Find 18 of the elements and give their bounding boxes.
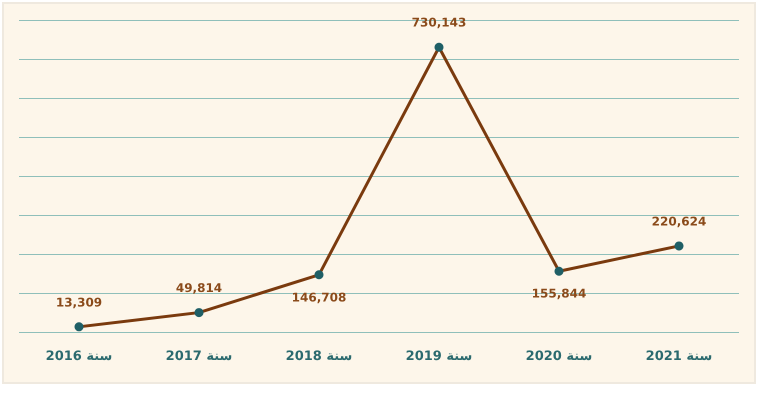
x-tick-label: سنة 2019 xyxy=(406,349,472,364)
data-label: 155,844 xyxy=(532,286,586,301)
x-tick-label: سنة 2017 xyxy=(166,349,232,364)
x-tick-label: سنة 2020 xyxy=(526,349,592,364)
point xyxy=(194,308,204,318)
data-label: 220,624 xyxy=(652,214,706,228)
x-tick-label: سنة 2021 xyxy=(646,349,712,364)
data-label: 49,814 xyxy=(176,281,222,296)
point xyxy=(74,322,84,332)
data-label: 13,309 xyxy=(56,295,102,310)
point xyxy=(674,241,684,250)
x-tick-label: سنة 2018 xyxy=(286,349,352,364)
point xyxy=(314,270,324,280)
data-label: 146,708 xyxy=(292,290,346,304)
x-tick-label: سنة 2016 xyxy=(46,349,112,364)
data-label: 730,143 xyxy=(412,16,466,30)
point xyxy=(434,42,444,52)
point xyxy=(554,266,564,276)
